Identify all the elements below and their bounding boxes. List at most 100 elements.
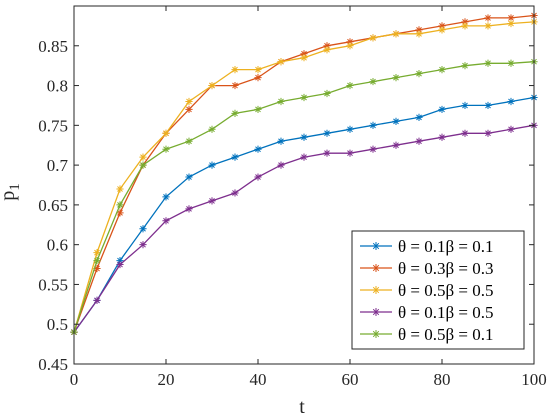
data-point: [461, 101, 469, 110]
data-point: [438, 66, 446, 74]
data-point: [116, 185, 124, 193]
data-point: [415, 26, 423, 34]
y-tick-label: 0.55: [38, 275, 68, 294]
y-axis-label: p1: [0, 183, 23, 201]
data-point: [300, 133, 308, 141]
legend-label: θ = 0.3β = 0.3: [398, 259, 493, 278]
x-axis-label: t: [299, 396, 305, 418]
legend-label: θ = 0.1β = 0.5: [398, 303, 493, 322]
legend-entry: θ = 0.3β = 0.3: [360, 259, 493, 278]
series-1: [70, 93, 538, 336]
data-point: [323, 42, 331, 50]
data-point: [208, 125, 216, 133]
data-point: [323, 46, 331, 54]
data-point: [185, 205, 193, 213]
data-point: [231, 81, 239, 90]
data-point: [208, 197, 216, 205]
legend-marker: [372, 286, 380, 294]
data-point: [116, 256, 124, 265]
data-point: [93, 249, 101, 257]
data-point: [461, 129, 469, 137]
data-point: [162, 217, 170, 225]
y-tick-label: 0.5: [47, 315, 68, 334]
data-point: [461, 22, 469, 30]
data-point: [507, 59, 515, 67]
data-point: [116, 209, 124, 217]
legend-label: θ = 0.5β = 0.1: [398, 325, 493, 344]
data-point: [231, 66, 239, 74]
data-point: [185, 105, 193, 114]
data-point: [369, 121, 377, 129]
data-point: [484, 14, 492, 22]
y-tick-label: 0.8: [47, 77, 68, 96]
data-point: [392, 30, 400, 38]
data-point: [346, 38, 354, 46]
data-point: [346, 42, 354, 50]
data-point: [346, 125, 354, 133]
axes-box: [73, 5, 535, 365]
data-point: [461, 62, 469, 70]
data-point: [162, 129, 170, 137]
data-point: [93, 296, 101, 304]
data-point: [323, 89, 331, 98]
data-point: [369, 145, 377, 153]
data-point: [139, 241, 147, 249]
data-point: [415, 30, 423, 38]
legend-entry: θ = 0.5β = 0.5: [360, 281, 493, 300]
legend-entry: θ = 0.5β = 0.1: [360, 325, 493, 344]
data-point: [346, 81, 354, 90]
data-point: [139, 161, 147, 169]
data-point: [392, 74, 400, 82]
data-point: [415, 70, 423, 78]
data-point: [438, 22, 446, 30]
data-point: [277, 97, 285, 106]
data-point: [254, 74, 262, 82]
data-point: [185, 97, 193, 106]
data-point: [438, 26, 446, 34]
data-point: [300, 54, 308, 62]
data-point: [185, 173, 193, 181]
data-point: [277, 58, 285, 66]
data-point: [461, 18, 469, 26]
y-tick-label: 0.65: [38, 196, 68, 215]
data-point: [277, 137, 285, 145]
data-point: [231, 153, 239, 161]
x-tick-label: 40: [250, 370, 267, 389]
data-point: [254, 105, 262, 114]
data-point: [484, 129, 492, 137]
x-tick-label: 80: [434, 370, 451, 389]
data-point: [116, 260, 124, 269]
data-point: [208, 161, 216, 169]
data-point: [162, 145, 170, 153]
data-point: [139, 225, 147, 233]
legend-label: θ = 0.1β = 0.1: [398, 237, 493, 256]
data-point: [254, 173, 262, 181]
data-point: [254, 145, 262, 153]
data-point: [93, 264, 101, 273]
x-tick-label: 20: [158, 370, 175, 389]
data-point: [415, 113, 423, 121]
data-point: [415, 137, 423, 145]
legend-entry: θ = 0.1β = 0.1: [360, 237, 493, 256]
y-tick-label: 0.6: [47, 236, 68, 255]
data-point: [93, 256, 101, 265]
data-point: [507, 125, 515, 133]
data-point: [231, 189, 239, 197]
data-point: [277, 161, 285, 169]
data-point: [369, 77, 377, 86]
data-point: [300, 93, 308, 102]
legend: θ = 0.1β = 0.1 θ = 0.3β = 0.3 θ = 0.5β = 0…: [351, 230, 525, 350]
data-point: [392, 117, 400, 125]
plot-area: [70, 11, 538, 336]
y-tick-label: 0.75: [38, 116, 68, 135]
data-point: [300, 153, 308, 161]
data-point: [438, 133, 446, 141]
axes: 0 20 40 60 80 100 0.45 0.5 0.55 0.6 0.65 0.7 0.75 0.8…: [38, 5, 547, 389]
data-point: [185, 137, 193, 145]
data-point: [507, 97, 515, 106]
data-point: [323, 149, 331, 157]
y-tick-label: 0.7: [47, 156, 69, 175]
legend-marker: [372, 330, 380, 338]
legend-marker: [372, 242, 380, 250]
legend-marker: [372, 264, 380, 272]
